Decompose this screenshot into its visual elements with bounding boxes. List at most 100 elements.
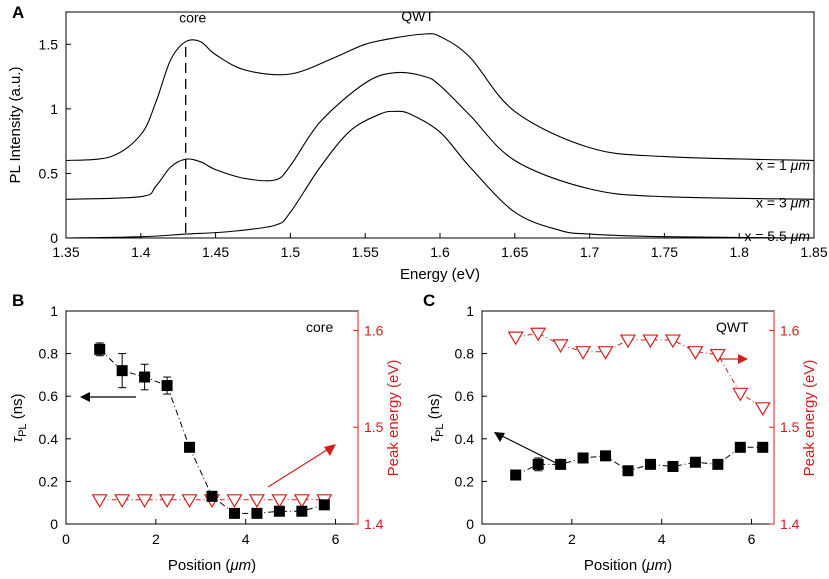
panel-b-right-y-tick-label: 1.5 bbox=[364, 419, 384, 435]
panel-b-y-tick-label: 0.6 bbox=[39, 388, 59, 404]
panel-b-arrow-left bbox=[80, 392, 136, 402]
panel-c-x-tick-label: 6 bbox=[748, 531, 756, 547]
panel-a-x-tick-label: 1.75 bbox=[651, 244, 678, 260]
panel-a-series-label: x = 1 μm bbox=[756, 157, 810, 173]
panel-b-y-tick-label: 0 bbox=[50, 516, 58, 532]
panel-b-y-label: τPL (ns) bbox=[9, 393, 29, 442]
panel-c-x-tick-label: 0 bbox=[478, 531, 486, 547]
panel-c-ticks: 0 2 4 6 0 0.2 0.4 0.6 0.8 1 1.4 1.5 1.6 bbox=[455, 303, 800, 547]
panel-label-b: B bbox=[12, 291, 24, 310]
panel-c-peak-energy-line bbox=[515, 332, 764, 409]
panel-c-x-tick-label: 4 bbox=[658, 531, 666, 547]
panel-label-a: A bbox=[12, 3, 24, 22]
panel-c-y-tick-label: 0.4 bbox=[455, 431, 475, 447]
panel-b-x-tick-label: 2 bbox=[152, 531, 160, 547]
panel-a-spectrum bbox=[65, 71, 815, 200]
panel-b-right-y-tick-label: 1.6 bbox=[364, 322, 384, 338]
panel-c-tau-point bbox=[689, 456, 701, 468]
panel-b-tau-point bbox=[296, 505, 308, 517]
panel-b-tau-point bbox=[251, 507, 263, 519]
panel-a-x-tick-label: 1.85 bbox=[800, 244, 827, 260]
panel-c-tau-point bbox=[734, 441, 746, 453]
panel-b-peak-energy-point bbox=[293, 494, 310, 508]
panel-a-spectrum bbox=[65, 33, 815, 162]
panel-a: A 1.35 1.4 1.45 1.5 1.55 1.6 1.65 1.7 1.75 1.8 1.8… bbox=[7, 3, 828, 283]
panel-c-x-label: Position (μm) bbox=[584, 557, 672, 574]
panel-c-peak-energy-point bbox=[530, 327, 547, 342]
panel-a-spectrum bbox=[65, 110, 815, 239]
panel-a-x-tick-label: 1.6 bbox=[430, 244, 450, 260]
panel-c-right-y-label: Peak energy (eV) bbox=[801, 360, 818, 477]
panel-b-peak-energy-point bbox=[136, 494, 153, 508]
panel-b-tau-point bbox=[206, 490, 218, 502]
panel-b-peak-energy-point bbox=[271, 494, 288, 508]
panel-c-y-tick-label: 0 bbox=[466, 516, 474, 532]
panel-a-x-label: Energy (eV) bbox=[400, 266, 480, 283]
panel-a-y-ticks: 0 0.5 1 1.5 bbox=[39, 36, 71, 246]
panel-b-y-tick-label: 0.4 bbox=[39, 431, 59, 447]
panel-a-x-tick-label: 1.5 bbox=[281, 244, 301, 260]
panel-a-x-tick-label: 1.45 bbox=[202, 244, 229, 260]
panel-c-tau-point bbox=[622, 465, 634, 477]
panel-a-y-tick-label: 1 bbox=[50, 101, 58, 117]
panel-b-y-tick-label: 1 bbox=[50, 303, 58, 319]
panel-a-x-tick-label: 1.7 bbox=[580, 244, 600, 260]
panel-a-x-tick-label: 1.4 bbox=[131, 244, 151, 260]
panel-b-y-tick-label: 0.2 bbox=[39, 473, 59, 489]
panel-a-y-tick-label: 0.5 bbox=[39, 165, 59, 181]
panel-a-x-tick-label: 1.35 bbox=[52, 244, 79, 260]
panel-label-c: C bbox=[423, 291, 435, 310]
panel-c-tau-point bbox=[555, 458, 567, 470]
panel-b-y-tick-label: 0.8 bbox=[39, 346, 59, 362]
panel-c-right-y-tick-label: 1.5 bbox=[780, 419, 800, 435]
panel-c-peak-energy-point bbox=[687, 346, 704, 360]
panel-b-tau-point bbox=[228, 507, 240, 519]
panel-a-y-label: PL Intensity (a.u.) bbox=[7, 66, 24, 183]
panel-b-x-label: Position (μm) bbox=[168, 557, 256, 574]
panel-b-x-tick-label: 0 bbox=[62, 531, 70, 547]
panel-c-tau-point bbox=[510, 469, 522, 481]
panel-c-peak-energy-point bbox=[642, 334, 659, 349]
panel-b-peak-energy-point bbox=[91, 494, 108, 508]
panel-c-y-tick-label: 1 bbox=[466, 303, 474, 319]
panel-a-x-tick-label: 1.8 bbox=[729, 244, 749, 260]
panel-a-axes-box bbox=[65, 11, 815, 239]
panel-b-arrow-right bbox=[267, 444, 336, 488]
core-annotation: core bbox=[179, 9, 206, 25]
panel-b-tau-point bbox=[94, 343, 106, 355]
panel-a-x-tick-label: 1.65 bbox=[501, 244, 528, 260]
panel-b-data bbox=[91, 342, 333, 519]
panel-c-peak-energy-point bbox=[507, 331, 524, 346]
qwt-annotation: QWT bbox=[401, 8, 434, 24]
panel-c-tau-point bbox=[712, 458, 724, 470]
panel-c-data bbox=[507, 327, 771, 481]
panel-b-ticks: 0 2 4 6 0 0.2 0.4 0.6 0.8 1 1.4 1.5 1.6 bbox=[39, 303, 384, 547]
panel-c-peak-energy-point bbox=[575, 346, 592, 360]
panel-b-tau-point bbox=[139, 371, 151, 383]
panel-c-peak-energy-point bbox=[709, 348, 726, 363]
panel-b-right-y-label: Peak energy (eV) bbox=[385, 360, 402, 477]
panel-b-peak-energy-point bbox=[248, 494, 265, 508]
panel-b-peak-energy-point bbox=[114, 494, 131, 508]
panel-c-tau-point bbox=[600, 450, 612, 462]
panel-c-tau-point bbox=[667, 460, 679, 472]
panel-c-arrow-left bbox=[494, 432, 557, 464]
panel-a-y-tick-label: 0 bbox=[50, 230, 58, 246]
panel-b-tau-point bbox=[273, 505, 285, 517]
panel-b-peak-energy-point bbox=[159, 494, 176, 508]
panel-b-x-tick-label: 6 bbox=[332, 531, 340, 547]
panel-b-tau-line bbox=[99, 348, 325, 514]
panel-b-x-tick-label: 4 bbox=[242, 531, 250, 547]
panel-c-tau-point bbox=[532, 458, 544, 470]
panel-c: C 0 2 4 6 0 0.2 0.4 0.6 0.8 1 1.4 1.5 1.6 Position (… bbox=[423, 291, 818, 574]
panel-c-right-y-tick-label: 1.4 bbox=[780, 516, 800, 532]
panel-c-y-label: τPL (ns) bbox=[426, 393, 446, 442]
panel-a-x-tick-label: 1.55 bbox=[352, 244, 379, 260]
panel-a-spectra bbox=[65, 33, 815, 239]
panel-c-peak-energy-point bbox=[552, 339, 569, 354]
panel-b-tau-point bbox=[318, 499, 330, 511]
panel-b: B 0 2 4 6 0 0.2 0.4 0.6 0.8 1 1.4 1.5 1.6 Position (… bbox=[9, 291, 402, 574]
panel-a-x-ticks: 1.35 1.4 1.45 1.5 1.55 1.6 1.65 1.7 1.75 1.8 1.85 bbox=[52, 233, 828, 260]
panel-c-tau-point bbox=[757, 441, 769, 453]
